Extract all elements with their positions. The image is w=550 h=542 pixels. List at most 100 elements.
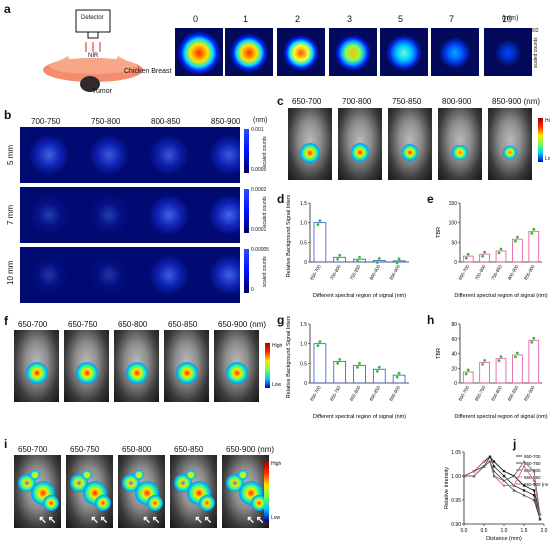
depth-label: 5	[398, 14, 404, 24]
data-point	[464, 372, 468, 376]
panel-label-i: i	[4, 437, 8, 451]
series-line	[464, 460, 541, 515]
i-mouse-image: ↖ ↖	[170, 455, 217, 528]
data-point	[532, 479, 536, 482]
b-unit: (nm)	[253, 117, 268, 124]
c-mouse-image	[288, 108, 332, 180]
tumor-label: Tumor	[92, 88, 112, 95]
fluorescence-spot	[238, 470, 249, 481]
fluorescence-spot	[198, 495, 215, 512]
y-tick-label: 0.90	[451, 522, 461, 528]
depth-image	[431, 28, 479, 76]
data-point	[316, 223, 320, 227]
data-point	[512, 474, 516, 478]
bar	[353, 258, 366, 263]
b-range-label: 800-850	[151, 117, 181, 126]
x-tick-label: 750-850	[349, 264, 362, 281]
bar	[333, 256, 347, 263]
arrow-icon: ↖	[38, 514, 47, 526]
data-point	[375, 261, 379, 264]
bar	[512, 354, 523, 384]
arrow-icon: ↖	[90, 514, 99, 526]
b-signal-spot	[29, 135, 69, 175]
tumor-shape	[80, 76, 100, 92]
b-colorbar	[244, 249, 249, 293]
b-range-label: 700-750	[31, 117, 61, 126]
nir-label: NIR	[88, 53, 99, 59]
panel-label-j: j	[513, 437, 517, 451]
panel-label-a: a	[4, 2, 11, 16]
b-signal-spot	[209, 255, 240, 295]
depth-image	[484, 28, 532, 76]
fluorescence-spot	[125, 362, 148, 385]
fluorescence-spot	[186, 470, 197, 481]
bar	[372, 260, 386, 263]
y-tick-label: 0	[454, 260, 457, 266]
data-point	[472, 470, 476, 473]
depth-image	[225, 28, 273, 76]
x-axis-label: Distance (mm)	[486, 536, 522, 542]
y-tick-label: 50	[451, 240, 457, 246]
data-point	[482, 460, 486, 463]
b-colorbar-max: 0.00005	[251, 247, 270, 253]
b-image-strip	[20, 187, 240, 243]
data-point	[397, 371, 401, 375]
b-signal-spot	[149, 135, 189, 175]
b-colorbar-min: 0	[251, 287, 254, 293]
fluorescence-spot	[250, 495, 267, 512]
c-range-label: 750-850	[392, 97, 422, 106]
data-point	[466, 368, 470, 372]
i-mouse-image: ↖ ↖	[66, 455, 113, 528]
b-range-label: 750-800	[91, 117, 121, 126]
depth-label: 10	[502, 14, 513, 24]
y-tick-label: 0.5	[300, 361, 307, 367]
bar	[313, 222, 327, 263]
fluorescence-spot	[94, 495, 111, 512]
x-tick-label: 650-900	[523, 385, 536, 402]
data-point	[516, 235, 519, 239]
x-tick-label: 650-800	[490, 385, 503, 402]
arrow-icon: ↖	[246, 514, 255, 526]
data-point	[502, 470, 506, 473]
fluorescence-spot	[42, 495, 59, 512]
x-tick-label: 650-850	[507, 385, 520, 402]
data-point	[483, 358, 486, 362]
data-point	[516, 351, 519, 355]
c-colorbar-low: Low	[545, 156, 550, 162]
c-colorbar	[538, 118, 543, 162]
x-tick-label: 650-700	[457, 385, 470, 402]
data-point	[358, 361, 361, 365]
data-point	[532, 469, 536, 473]
chicken-breast-label: Chicken Breast	[124, 68, 172, 75]
data-point	[512, 488, 516, 492]
b-signal-spot	[89, 135, 129, 175]
data-point	[522, 460, 526, 463]
c-range-label: 800-900	[442, 97, 472, 106]
f-mouse-image	[164, 330, 209, 402]
y-axis-label: TBR	[436, 348, 442, 359]
panel-label-e: e	[427, 192, 434, 206]
f-mouse-image	[114, 330, 159, 402]
data-point	[522, 465, 526, 468]
b-colorbar-label: scaled counts	[262, 136, 268, 167]
b-signal-spot	[89, 255, 129, 295]
data-point	[482, 464, 486, 468]
fluorescence-spot	[452, 145, 468, 161]
y-tick-label: 150	[449, 201, 458, 207]
legend-label: 650-850	[524, 475, 541, 480]
y-tick-label: 40	[451, 352, 457, 358]
data-point	[522, 493, 526, 497]
depth-image	[329, 28, 377, 76]
data-point	[336, 361, 340, 365]
fluorescence-spot	[300, 142, 320, 163]
bar	[479, 253, 490, 263]
bar	[462, 255, 474, 263]
x-tick-label: 1.5	[521, 528, 528, 534]
f-range-label: 650-850	[168, 320, 198, 329]
b-colorbar-label: scaled counts	[262, 196, 268, 227]
x-tick-label: 700-800	[474, 264, 487, 281]
data-point	[532, 336, 536, 340]
data-point	[336, 257, 340, 261]
panel-label-d: d	[277, 192, 285, 206]
b-signal-spot	[29, 255, 69, 295]
